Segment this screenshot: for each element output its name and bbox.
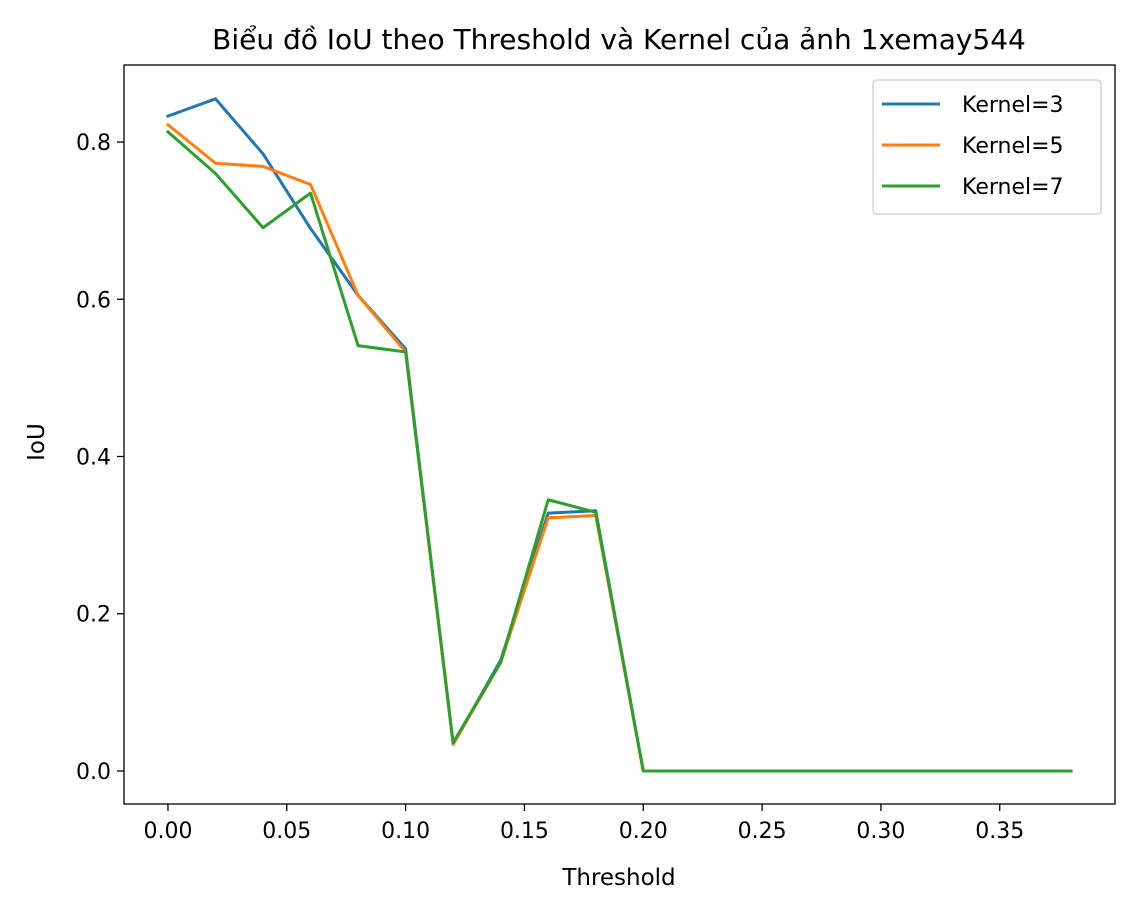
x-tick-label: 0.25 (738, 819, 787, 844)
y-tick-label: 0.0 (76, 760, 111, 785)
y-tick-label: 0.4 (76, 446, 111, 471)
legend-label: Kernel=7 (962, 175, 1064, 200)
plot-area-frame (123, 64, 1116, 805)
x-tick-label: 0.30 (856, 819, 905, 844)
x-axis-label: Threshold (561, 865, 675, 891)
y-axis-label: IoU (24, 423, 50, 461)
y-tick-label: 0.8 (76, 131, 111, 156)
x-tick-label: 0.15 (500, 819, 549, 844)
x-tick-label: 0.20 (619, 819, 668, 844)
legend-box (872, 79, 1102, 215)
chart-title: Biểu đồ IoU theo Threshold và Kernel của… (212, 23, 1026, 56)
legend-label: Kernel=5 (962, 134, 1064, 159)
series-layer (165, 97, 1073, 773)
legend: Kernel=3 Kernel=5 Kernel=7 (872, 79, 1102, 215)
legend-label: Kernel=3 (962, 93, 1064, 118)
x-tick-label: 0.00 (143, 819, 192, 844)
ticks-layer: 0.00 0.05 0.10 0.15 0.20 0.25 0.30 0.35 0.0 0.2 0.… (76, 131, 1024, 844)
x-tick-label: 0.10 (381, 819, 430, 844)
y-tick-label: 0.2 (76, 603, 111, 628)
y-tick-label: 0.6 (76, 288, 111, 313)
series-line-3 (165, 129, 1073, 773)
x-tick-label: 0.05 (262, 819, 311, 844)
series-line-2 (165, 122, 1073, 773)
x-tick-label: 0.35 (975, 819, 1024, 844)
